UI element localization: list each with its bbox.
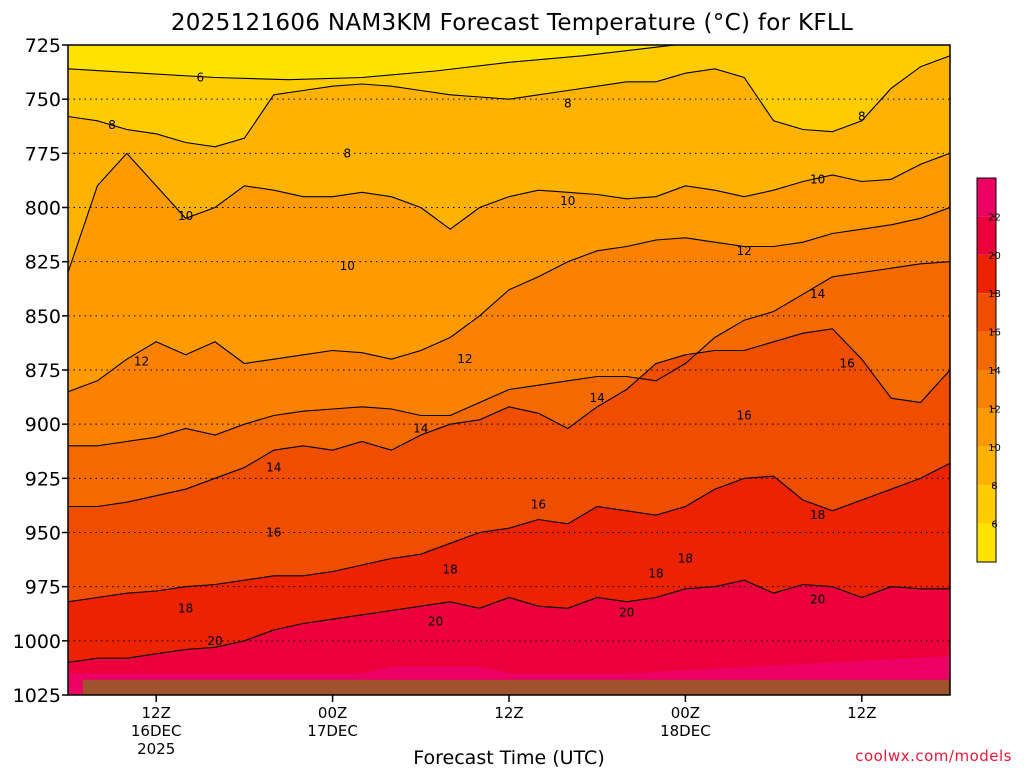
contour-label: 20 [619, 606, 634, 620]
colorbar-swatch [977, 523, 996, 562]
colorbar-label: 16 [988, 328, 1001, 339]
contour-label: 16 [266, 526, 281, 540]
contour-label: 18 [443, 562, 458, 576]
contour-label: 10 [178, 209, 193, 223]
x-tick-label: 12Z [142, 704, 171, 722]
colorbar-swatch [977, 254, 996, 294]
contour-line-6 [68, 45, 680, 81]
band-above-20 [68, 580, 950, 695]
contour-label: 20 [810, 593, 825, 607]
colorbar-swatch [977, 446, 996, 486]
contour-label: 12 [457, 352, 472, 366]
colorbar-swatch [977, 216, 996, 255]
colorbar-label: 10 [988, 443, 1001, 454]
y-tick-label: 925 [25, 468, 61, 490]
contour-label: 16 [839, 357, 854, 371]
ground-layer [82, 679, 950, 695]
contour-line-16 [68, 328, 950, 508]
colorbar-swatch [977, 408, 996, 447]
x-tick-label: 16DEC [131, 722, 182, 740]
contour-label: 12 [134, 354, 149, 368]
contour-label: 14 [810, 287, 825, 301]
colorbar-swatch [977, 370, 996, 409]
colorbar-swatch [977, 178, 996, 217]
colorbar-label: 20 [988, 251, 1001, 262]
contour-label: 6 [196, 71, 204, 85]
x-tick-label: 18DEC [660, 722, 711, 740]
y-tick-label: 900 [25, 414, 61, 436]
x-tick-label: 12Z [494, 704, 523, 722]
contour-label: 12 [737, 244, 752, 258]
contour-label: 20 [428, 614, 443, 628]
y-tick-label: 825 [25, 252, 61, 274]
y-tick-label: 1025 [13, 685, 61, 707]
contour-layer [68, 45, 950, 664]
colorbar-label: 8 [991, 481, 997, 492]
contour-label: 16 [531, 497, 546, 511]
colorbar: 6 8 10 12 14 16 18 20 22 [976, 177, 1001, 563]
colorbar-label: 12 [988, 404, 1001, 415]
contour-label: 10 [340, 259, 355, 273]
contour-label: 18 [810, 508, 825, 522]
y-tick-label: 850 [25, 306, 61, 328]
contour-label: 14 [590, 391, 605, 405]
contour-label: 8 [108, 118, 116, 132]
contour-label: 8 [564, 97, 572, 111]
y-tick-label: 1000 [13, 631, 61, 653]
x-tick-label: 2025 [137, 740, 175, 758]
ground-band [82, 679, 950, 695]
y-tick-label: 775 [25, 143, 61, 165]
contour-label: 10 [560, 194, 575, 208]
contour-line-12 [68, 206, 950, 393]
contour-label: 8 [858, 110, 866, 124]
y-tick-label: 950 [25, 523, 61, 545]
contour-line-20 [68, 579, 950, 664]
x-tick-label: 17DEC [307, 722, 358, 740]
x-axis-label: Forecast Time (UTC) [413, 747, 604, 768]
contour-label: 8 [343, 146, 351, 160]
contour-label: 16 [737, 409, 752, 423]
contour-labels-layer: 6 8 8 8 8 10 10 10 10 12 12 12 14 14 14 14 16 16 16 16 18 18 1… [108, 71, 865, 648]
chart-title: 2025121606 NAM3KM Forecast Temperature (… [171, 10, 853, 36]
x-tick-label: 00Z [671, 704, 700, 722]
x-tick-label: 12Z [847, 704, 876, 722]
colorbar-swatch [977, 293, 996, 332]
contour-line-10 [68, 152, 950, 273]
grid-layer [68, 98, 950, 642]
contour-label: 14 [413, 422, 428, 436]
colorbar-label: 6 [991, 520, 997, 531]
contour-label: 18 [678, 552, 693, 566]
y-tick-label: 725 [25, 35, 61, 57]
contour-line-18 [68, 462, 950, 603]
y-tick-label: 975 [25, 577, 61, 599]
colorbar-label: 18 [988, 289, 1001, 300]
contour-label: 14 [266, 461, 281, 475]
colorbar-label: 14 [988, 366, 1001, 377]
contour-label: 10 [810, 172, 825, 186]
contour-label: 18 [648, 567, 663, 581]
contour-label: 20 [207, 634, 222, 648]
contour-label: 18 [178, 601, 193, 615]
colorbar-swatch [977, 331, 996, 370]
colorbar-swatch [977, 485, 996, 524]
y-tick-label: 750 [25, 89, 61, 111]
credit-text: coolwx.com/models [855, 747, 1012, 765]
y-tick-label: 875 [25, 360, 61, 382]
y-tick-label: 800 [25, 198, 61, 220]
contour-line-14 [68, 261, 950, 447]
y-axis-ticks: 725 750 775 800 825 850 875 900 925 950 975 1000 102… [13, 35, 68, 707]
x-tick-label: 00Z [318, 704, 347, 722]
colorbar-label: 22 [988, 212, 1001, 223]
